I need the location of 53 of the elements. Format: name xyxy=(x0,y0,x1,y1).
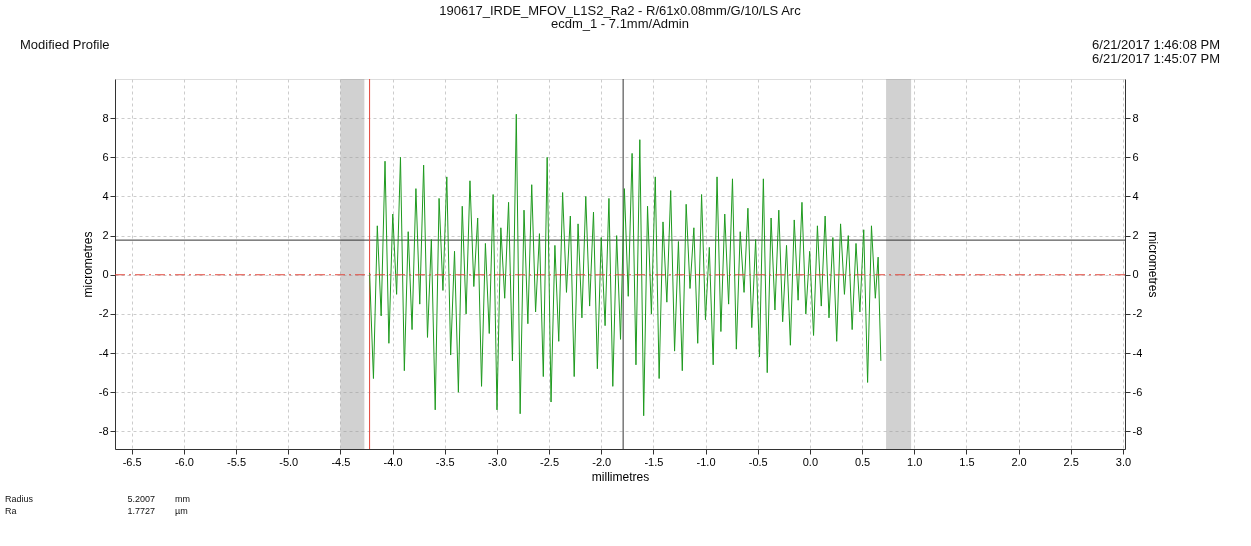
x-tick-label: 0.5 xyxy=(854,455,871,468)
y-tick-label: 0 xyxy=(102,268,109,281)
x-tick-label: -6.5 xyxy=(122,455,142,468)
x-tick-label: -5.5 xyxy=(227,455,247,468)
y2-tick-label: 4 xyxy=(1132,189,1139,202)
x-tick-label: 3.0 xyxy=(1115,455,1132,468)
x-tick-label: -5.0 xyxy=(279,455,299,468)
x-tick-label: -1.0 xyxy=(696,455,716,468)
x-tick-label: 1.0 xyxy=(907,455,923,468)
x-tick-label: 2.0 xyxy=(1011,455,1027,468)
x-tick-label: 0.0 xyxy=(802,455,819,468)
y-axis-title: micrometres xyxy=(80,231,95,298)
x-tick-label: -0.5 xyxy=(748,455,768,468)
x-tick-label: -1.5 xyxy=(644,455,664,468)
text: 6/21/2017 1:46:08 PM xyxy=(1092,37,1220,52)
x-tick-label: -3.0 xyxy=(487,455,507,468)
x-tick-label: -2.0 xyxy=(592,455,612,468)
text: Radius xyxy=(5,494,34,504)
y-tick-label: 6 xyxy=(102,150,109,163)
chart-subtitle: ecdm_1 - 7.1mm/Admin xyxy=(551,16,689,31)
x-tick-label: 2.5 xyxy=(1063,455,1079,468)
y2-tick-label: 0 xyxy=(1132,268,1139,281)
y2-tick-label: -6 xyxy=(1132,385,1143,398)
x-tick-label: -3.5 xyxy=(435,455,455,468)
y2-tick-label: -8 xyxy=(1132,424,1143,437)
y-tick-label: -2 xyxy=(98,307,109,320)
x-tick-label: -4.5 xyxy=(331,455,351,468)
line-series xyxy=(369,113,882,417)
x-tick-label: 1.5 xyxy=(959,455,975,468)
text: Ra xyxy=(5,506,17,516)
text: mm xyxy=(175,494,190,504)
y2-tick-label: 2 xyxy=(1132,229,1139,242)
text: 1.7727 xyxy=(127,506,155,516)
y-tick-label: -8 xyxy=(98,424,109,437)
x-axis-title: millimetres xyxy=(591,469,650,484)
x-tick-label: -6.0 xyxy=(174,455,194,468)
x-tick-label: -2.5 xyxy=(540,455,560,468)
text: µm xyxy=(175,506,188,516)
y-tick-label: -6 xyxy=(98,385,109,398)
y-tick-label: 2 xyxy=(102,229,109,242)
y2-tick-label: -4 xyxy=(1132,346,1143,359)
text: 6/21/2017 1:45:07 PM xyxy=(1092,51,1220,66)
y2-tick-label: -2 xyxy=(1132,307,1143,320)
y2-tick-label: 6 xyxy=(1132,150,1139,163)
x-tick-label: -4.0 xyxy=(383,455,403,468)
y2-tick-label: 8 xyxy=(1132,111,1139,124)
text: 5.2007 xyxy=(127,494,155,504)
chart-title: 190617_IRDE_MFOV_L1S2_Ra2 - R/61x0.08mm/G/10/LS Arc xyxy=(439,3,802,18)
y-tick-label: -4 xyxy=(98,346,109,359)
y-tick-label: 8 xyxy=(102,111,109,124)
text: Modified Profile xyxy=(20,37,110,52)
y2-axis-title: micrometres xyxy=(1146,231,1161,298)
y-tick-label: 4 xyxy=(102,189,109,202)
